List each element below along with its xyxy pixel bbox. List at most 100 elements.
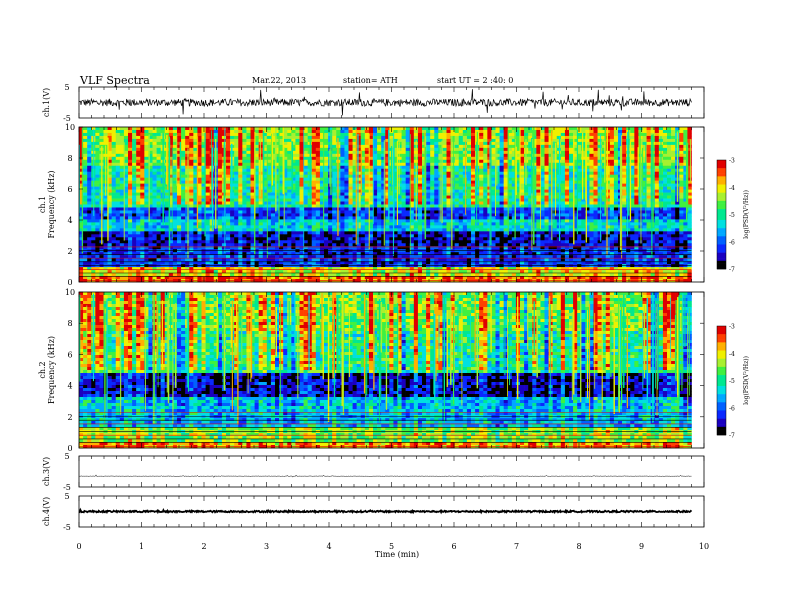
spectrogram-cell	[409, 198, 415, 202]
spectrogram-cell	[671, 147, 676, 152]
spectrogram-cell	[479, 147, 484, 152]
spectrogram-cell	[262, 177, 268, 181]
spectrogram-cell	[564, 177, 570, 181]
spectrogram-cell	[246, 204, 251, 208]
spectrogram-cell	[593, 216, 598, 220]
spectrogram-cell	[634, 153, 639, 158]
spectrogram-cell	[238, 129, 243, 134]
spectrogram-cell	[552, 177, 558, 181]
spectrogram-cell	[315, 165, 321, 170]
spectrogram-cell	[291, 129, 296, 134]
spectrogram-cell	[630, 165, 635, 170]
spectrogram-cell	[352, 186, 357, 190]
spectrogram-cell	[556, 186, 562, 190]
spectrogram-cell	[622, 153, 627, 158]
spectrogram-cell	[164, 207, 170, 211]
spectrogram-cell	[123, 192, 129, 196]
spectrogram-cell	[168, 165, 174, 170]
spectrogram-cell	[156, 195, 161, 199]
spectrogram-cell	[597, 150, 602, 155]
spectrogram-cell	[262, 222, 268, 226]
spectrogram-cell	[377, 132, 382, 137]
spectrogram-cell	[262, 198, 268, 202]
spectrogram-cell	[430, 186, 435, 190]
spectrogram-cell	[687, 141, 692, 146]
spectrogram-cell	[128, 180, 133, 184]
spectrogram-cell	[479, 138, 484, 143]
spectrogram-cell	[185, 147, 190, 152]
spectrogram-cell	[152, 171, 157, 175]
spectrogram-cell	[520, 129, 525, 134]
spectrogram-cell	[385, 156, 390, 161]
spectrogram-cell	[181, 174, 186, 178]
spectrogram-cell	[446, 159, 451, 164]
spectrogram-cell	[458, 204, 464, 208]
spectrogram-cell	[556, 129, 562, 134]
spectrogram-cell	[209, 216, 215, 220]
spectrogram-cell	[520, 186, 525, 190]
spectrogram-cell	[662, 183, 668, 187]
spectrogram-cell	[483, 127, 488, 131]
spectrogram-cell	[393, 201, 398, 205]
spectrogram-cell	[585, 174, 590, 178]
spectrogram-cell	[601, 183, 607, 187]
spectrogram-cell	[422, 204, 427, 208]
spectrogram-cell	[511, 147, 517, 152]
spectrogram-cell	[283, 186, 288, 190]
spectrogram-cell	[536, 162, 541, 167]
spectrogram-cell	[548, 219, 553, 223]
spectrogram-cell	[495, 165, 500, 170]
spectrogram-cell	[197, 162, 202, 167]
spectrogram-cell	[107, 150, 112, 155]
spectrogram-cell	[675, 210, 680, 214]
spectrogram-cell	[385, 174, 390, 178]
spectrogram-cell	[442, 186, 447, 190]
spectrogram-cell	[434, 186, 439, 190]
spectrogram-cell	[156, 183, 161, 187]
spectrogram-cell	[654, 180, 660, 184]
spectrogram-cell	[381, 138, 386, 143]
spectrogram-cell	[197, 132, 202, 137]
spectrogram-cell	[217, 171, 223, 175]
spectrogram-cell	[581, 207, 586, 211]
spectrogram-cell	[450, 129, 455, 134]
spectrogram-cell	[95, 162, 100, 167]
spectrogram-cell	[185, 165, 190, 170]
spectrogram-cell	[152, 132, 157, 137]
spectrogram-cell	[454, 207, 460, 211]
spectrogram-cell	[573, 127, 578, 131]
spectrogram-cell	[356, 219, 362, 223]
spectrogram-cell	[466, 198, 472, 202]
spectrogram-cell	[201, 159, 206, 164]
spectrogram-cell	[662, 174, 668, 178]
spectrogram-cell	[266, 213, 272, 217]
spectrogram-cell	[401, 162, 406, 167]
spectrogram-cell	[348, 210, 353, 214]
spectrogram-cell	[626, 216, 631, 220]
spectrogram-cell	[646, 207, 651, 211]
spectrogram-cell	[577, 192, 582, 196]
spectrogram-cell	[450, 159, 455, 164]
spectrogram-cell	[299, 207, 304, 211]
spectrogram-cell	[569, 195, 574, 199]
spectrogram-cell	[646, 213, 651, 217]
spectrogram-cell	[193, 141, 198, 146]
spectrogram-cell	[258, 153, 264, 158]
spectrogram-cell	[479, 165, 484, 170]
spectrogram-cell	[185, 141, 190, 146]
spectrogram-cell	[275, 174, 280, 178]
spectrogram-cell	[205, 138, 210, 143]
spectrogram-cell	[152, 204, 157, 208]
spectrogram-cell	[226, 144, 231, 149]
spectrogram-cell	[254, 219, 259, 223]
spectrogram-cell	[177, 135, 182, 140]
spectrogram-cell	[581, 219, 586, 223]
spectrogram-cell	[328, 144, 333, 149]
spectrogram-cell	[491, 153, 496, 158]
spectrogram-cell	[299, 189, 304, 193]
spectrogram-cell	[246, 198, 251, 202]
spectrogram-cell	[91, 222, 96, 226]
spectrogram-cell	[344, 177, 349, 181]
spectrogram-cell	[364, 159, 370, 164]
spectrogram-cell	[262, 127, 268, 131]
